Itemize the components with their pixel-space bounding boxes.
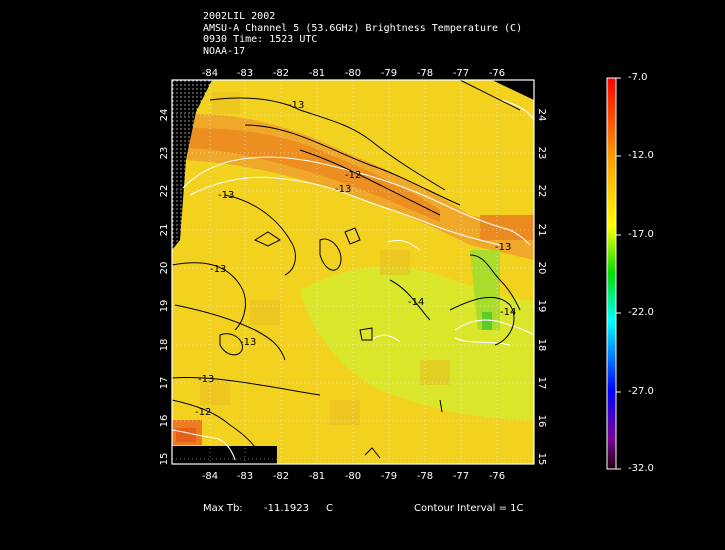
colorbar-label: -17.0 — [628, 229, 654, 240]
contour-label: -14 — [408, 297, 424, 308]
lon-tick: -79 — [381, 68, 397, 79]
lon-tick: -84 — [202, 68, 218, 79]
contour-label: -13 — [288, 100, 304, 111]
contour-label: -13 — [198, 374, 214, 385]
max-tb-label: Max Tb: — [203, 503, 243, 514]
contour-interval: Contour Interval = 1C — [414, 503, 524, 514]
lon-tick: -82 — [273, 471, 289, 482]
lat-tick: 22 — [159, 185, 170, 198]
lat-ticks-left: 15 16 17 18 19 20 21 22 23 24 — [159, 109, 170, 466]
lat-tick: 20 — [159, 262, 170, 275]
contour-label: -12 — [345, 170, 361, 181]
colorbar-label: -7.0 — [628, 72, 648, 83]
colorbar-label: -27.0 — [628, 386, 654, 397]
lat-ticks-right: 15 16 17 18 19 20 21 22 23 24 — [536, 109, 547, 466]
lon-tick: -78 — [417, 471, 433, 482]
lon-tick: -79 — [381, 471, 397, 482]
contours — [172, 80, 521, 459]
lon-tick: -83 — [237, 471, 253, 482]
lat-tick: 19 — [536, 300, 547, 313]
temperature-field: -13 -13 -12 -13 -13 -13 -14 -14 -13 -12 … — [172, 80, 534, 464]
header-satellite: NOAA-17 — [203, 45, 246, 57]
lon-ticks-top: -84 -83 -82 -81 -80 -79 -78 -77 -76 — [202, 68, 505, 79]
lat-tick: 23 — [159, 147, 170, 160]
lat-tick: 19 — [159, 300, 170, 313]
max-tb-value: -11.1923 — [264, 503, 309, 514]
contour-label: -12 — [195, 407, 211, 418]
map-frame — [171, 79, 535, 465]
lat-tick: 17 — [159, 377, 170, 390]
lat-tick: 24 — [159, 109, 170, 122]
contour-label: -13 — [240, 337, 256, 348]
lat-tick: 22 — [536, 185, 547, 198]
lon-tick: -76 — [489, 471, 505, 482]
lat-tick: 18 — [159, 339, 170, 352]
lon-tick: -80 — [345, 68, 361, 79]
colorbar-label: -12.0 — [628, 150, 654, 161]
header: 2002LIL 2002 AMSU-A Channel 5 (53.6GHz) … — [203, 11, 522, 57]
lon-tick: -81 — [309, 68, 325, 79]
lat-tick: 23 — [536, 147, 547, 160]
lat-tick: 20 — [536, 262, 547, 275]
contour-label: -13 — [218, 190, 234, 201]
lon-tick: -77 — [453, 68, 469, 79]
contour-label: -14 — [500, 307, 516, 318]
lat-tick: 24 — [536, 109, 547, 122]
contour-label: -13 — [495, 242, 511, 253]
lon-ticks-bottom: -84 -83 -82 -81 -80 -79 -78 -77 -76 — [202, 471, 505, 482]
lat-tick: 16 — [536, 415, 547, 428]
lat-tick: 16 — [159, 415, 170, 428]
contour-label: -13 — [335, 184, 351, 195]
lat-tick: 15 — [159, 453, 170, 466]
header-time: 0930 Time: 1523 UTC — [203, 34, 318, 45]
lat-tick: 18 — [536, 339, 547, 352]
lon-tick: -80 — [345, 471, 361, 482]
lon-tick: -83 — [237, 68, 253, 79]
header-title: 2002LIL 2002 — [203, 11, 276, 22]
lon-tick: -77 — [453, 471, 469, 482]
colorbar — [606, 77, 621, 470]
colorbar-label: -22.0 — [628, 307, 654, 318]
header-channel: AMSU-A Channel 5 (53.6GHz) Brightness Te… — [203, 22, 523, 34]
max-tb-unit: C — [326, 503, 333, 514]
lon-tick: -76 — [489, 68, 505, 79]
lat-tick: 15 — [536, 453, 547, 466]
lon-tick: -82 — [273, 68, 289, 79]
coastline — [172, 99, 534, 461]
lon-tick: -84 — [202, 471, 218, 482]
colorbar-label: -32.0 — [628, 463, 654, 474]
lon-tick: -81 — [309, 471, 325, 482]
contour-label: -13 — [210, 264, 226, 275]
lon-tick: -78 — [417, 68, 433, 79]
lat-tick: 17 — [536, 377, 547, 390]
lat-tick: 21 — [536, 224, 547, 237]
lat-tick: 21 — [159, 224, 170, 237]
